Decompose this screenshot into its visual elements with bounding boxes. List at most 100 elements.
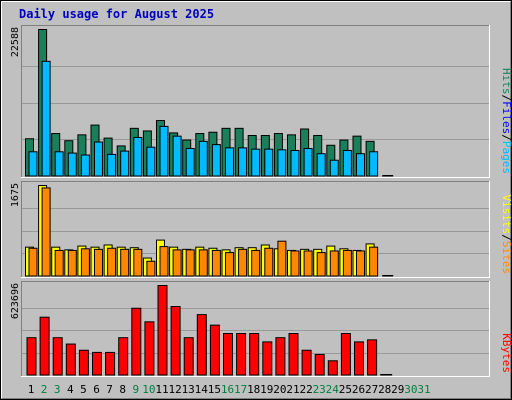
bar-files bbox=[146, 146, 156, 177]
bar-kbytes bbox=[183, 337, 194, 376]
bar-files bbox=[67, 152, 77, 177]
day-9-bars bbox=[129, 247, 143, 277]
legend-sites: Sites bbox=[500, 241, 512, 274]
bar-kbytes bbox=[314, 353, 325, 376]
day-14-bars bbox=[196, 314, 207, 376]
bar-sites bbox=[251, 249, 261, 277]
day-20-bars bbox=[275, 337, 286, 376]
day-26-bars bbox=[354, 341, 364, 376]
x-tick-label: 15 bbox=[208, 383, 221, 396]
day-10-bars bbox=[142, 257, 156, 277]
bar-kbytes-empty bbox=[380, 374, 393, 376]
bar-files bbox=[303, 148, 313, 177]
day-25-bars bbox=[339, 139, 352, 177]
day-9-bars bbox=[129, 127, 143, 177]
day-17-bars bbox=[234, 247, 248, 277]
bar-kbytes bbox=[131, 307, 142, 376]
day-10-bars bbox=[144, 321, 155, 376]
bar-sites bbox=[159, 246, 169, 277]
day-26-bars bbox=[352, 249, 365, 277]
day-22-bars bbox=[300, 248, 313, 277]
day-16-bars bbox=[221, 249, 234, 277]
x-tick-label: 16 bbox=[221, 383, 234, 396]
day-18-bars bbox=[247, 135, 261, 177]
bar-sites bbox=[67, 249, 77, 277]
day-23-bars bbox=[314, 353, 325, 376]
x-tick-label: 28 bbox=[378, 383, 391, 396]
day-16-bars bbox=[221, 127, 234, 177]
bar-kbytes bbox=[209, 324, 220, 376]
x-tick-label: 4 bbox=[67, 383, 74, 396]
x-tick-label: 26 bbox=[352, 383, 365, 396]
x-tick-label: 2 bbox=[41, 383, 48, 396]
day-20-bars bbox=[273, 133, 287, 177]
bar-files bbox=[120, 150, 130, 177]
bar-files bbox=[251, 148, 261, 177]
x-tick-label: 18 bbox=[247, 383, 260, 396]
bar-kbytes bbox=[157, 285, 168, 376]
legend-separator: / bbox=[500, 95, 512, 102]
bar-kbytes bbox=[105, 351, 116, 376]
bar-files bbox=[94, 141, 103, 177]
chart-title: Daily usage for August 2025 bbox=[19, 7, 214, 21]
x-tick-label: 3 bbox=[54, 383, 61, 396]
bar-sites bbox=[356, 250, 365, 277]
panel-visits-sites: 1675 Visits/Sites bbox=[10, 181, 512, 278]
x-tick-label: 5 bbox=[80, 383, 87, 396]
day-21-bars bbox=[288, 333, 299, 376]
legend-kbytes: KBytes bbox=[500, 333, 512, 373]
bar-kbytes bbox=[249, 333, 260, 376]
bar-sites bbox=[54, 249, 64, 277]
day-10-bars bbox=[142, 130, 156, 177]
day-28-bars bbox=[382, 275, 394, 277]
day-7-bars bbox=[105, 351, 116, 376]
day-21-bars bbox=[287, 249, 300, 277]
day-23-bars bbox=[313, 135, 326, 177]
bar-kbytes bbox=[52, 337, 63, 376]
bar-sites bbox=[264, 247, 274, 277]
bar-kbytes bbox=[144, 321, 155, 376]
day-19-bars bbox=[260, 135, 274, 177]
bar-sites bbox=[238, 248, 248, 277]
legend-text: Visits/Sites bbox=[500, 195, 512, 275]
bar-files bbox=[198, 140, 208, 177]
day-4-bars bbox=[64, 249, 77, 277]
x-tick-label: 20 bbox=[273, 383, 286, 396]
bar-sites bbox=[225, 252, 234, 277]
day-12-bars bbox=[169, 132, 182, 177]
day-2-bars bbox=[38, 29, 51, 177]
bar-files bbox=[107, 153, 117, 177]
day-4-bars bbox=[64, 140, 77, 177]
day-28-bars bbox=[382, 175, 394, 177]
bar-kbytes bbox=[301, 349, 312, 376]
day-27-bars bbox=[365, 243, 379, 277]
bar-sites bbox=[172, 249, 182, 277]
x-tick-label: 21 bbox=[286, 383, 299, 396]
day-20-bars bbox=[273, 240, 287, 277]
day-5-bars bbox=[77, 245, 90, 277]
x-tick-label: 14 bbox=[195, 383, 209, 396]
day-17-bars bbox=[234, 127, 248, 177]
legend-separator: / bbox=[500, 234, 512, 241]
day-24-bars bbox=[327, 360, 338, 376]
bar-kbytes bbox=[92, 351, 102, 376]
day-5-bars bbox=[78, 349, 89, 376]
bar-sites bbox=[94, 248, 103, 277]
ymax-label: 623696 bbox=[10, 283, 21, 319]
legend-visits: Visits bbox=[500, 195, 512, 235]
day-13-bars bbox=[182, 139, 195, 177]
day-17-bars bbox=[236, 333, 247, 376]
bar-files bbox=[185, 148, 195, 177]
day-25-bars bbox=[339, 248, 352, 277]
day-2-bars bbox=[39, 316, 50, 376]
bar-files bbox=[342, 149, 352, 177]
x-tick-label: 19 bbox=[260, 383, 273, 396]
bar-files bbox=[41, 60, 51, 177]
bar-sites bbox=[316, 252, 326, 277]
day-18-bars bbox=[247, 247, 261, 277]
bar-files bbox=[54, 151, 64, 177]
day-6-bars bbox=[90, 246, 103, 277]
day-1-bars bbox=[25, 246, 38, 277]
bar-files bbox=[225, 147, 234, 177]
ymax-label: 22588 bbox=[10, 27, 21, 57]
